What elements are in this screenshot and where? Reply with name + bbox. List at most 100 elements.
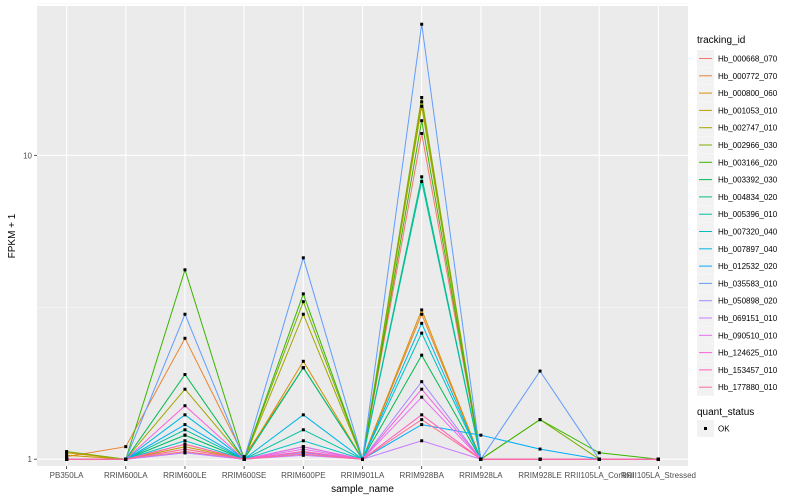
data-point xyxy=(183,439,187,443)
data-point xyxy=(183,413,187,417)
legend-label: Hb_007320_040 xyxy=(718,228,778,237)
x-tick-label: RRIM600SE xyxy=(222,471,266,480)
data-point xyxy=(301,445,305,449)
data-point xyxy=(301,312,305,316)
data-point xyxy=(183,404,187,408)
x-tick-label: RRIM600PE xyxy=(281,471,325,480)
legend-label: Hb_000668_070 xyxy=(718,55,778,64)
data-point xyxy=(420,100,424,104)
data-point xyxy=(183,373,187,377)
data-point xyxy=(301,413,305,417)
data-point xyxy=(597,457,601,461)
legend-label: Hb_007897_040 xyxy=(718,245,778,254)
legend-label: Hb_003392_030 xyxy=(718,176,778,185)
data-point xyxy=(65,453,69,457)
data-point xyxy=(301,366,305,370)
data-point xyxy=(242,457,246,461)
data-point xyxy=(183,445,187,449)
data-point xyxy=(301,450,305,454)
x-axis: PB350LA RRIM600LA RRIM600LE RRIM600SE RRIM60… xyxy=(50,466,696,480)
x-tick-label: RRIM928LE xyxy=(518,471,562,480)
data-point xyxy=(124,445,128,449)
data-point xyxy=(183,268,187,272)
data-point xyxy=(420,353,424,357)
legend-label: Hb_035583_010 xyxy=(718,279,778,288)
legend-label: Hb_000800_060 xyxy=(718,89,778,98)
data-point xyxy=(301,439,305,443)
legend-label: Hb_124625_010 xyxy=(718,349,778,358)
data-point xyxy=(183,336,187,340)
data-point xyxy=(183,442,187,446)
data-point xyxy=(420,104,424,108)
legend-quant-status-title: quant_status xyxy=(697,407,754,418)
y-tick-label: 1 xyxy=(28,455,33,464)
data-point xyxy=(420,439,424,443)
x-tick-label: RRIM928LA xyxy=(459,471,503,480)
x-axis-title: sample_name xyxy=(331,484,394,495)
legend-quant-status: quant_status OK xyxy=(697,407,754,437)
data-point xyxy=(479,433,483,437)
data-point xyxy=(301,300,305,304)
data-point xyxy=(420,331,424,335)
data-point xyxy=(420,387,424,391)
legend-label: Hb_002747_010 xyxy=(718,124,778,133)
data-point xyxy=(656,457,660,461)
legend-label: Hb_004834_020 xyxy=(718,193,778,202)
data-point xyxy=(301,447,305,451)
legend-label: Hb_002966_030 xyxy=(718,141,778,150)
data-point xyxy=(538,369,542,373)
data-point xyxy=(420,321,424,325)
data-point xyxy=(538,457,542,461)
legend-title: tracking_id xyxy=(697,35,745,46)
data-point xyxy=(479,457,483,461)
data-point xyxy=(361,457,364,461)
data-point xyxy=(420,395,424,399)
legend-label: Hb_050898_020 xyxy=(718,297,778,306)
data-point xyxy=(420,22,424,26)
x-tick-label: RRII105LA_Control xyxy=(565,471,635,480)
x-tick-label: RRIM600LE xyxy=(163,471,207,480)
data-point xyxy=(65,457,69,461)
data-point xyxy=(420,423,424,427)
shape-legend-label: OK xyxy=(718,425,730,434)
data-point xyxy=(65,450,69,454)
data-point xyxy=(420,119,424,123)
data-point xyxy=(183,387,187,391)
legend-label: Hb_090510_010 xyxy=(718,331,778,340)
y-tick-label: 10 xyxy=(23,151,32,160)
legend-label: Hb_003166_020 xyxy=(718,158,778,167)
legend-label: Hb_005396_010 xyxy=(718,210,778,219)
legend-tracking-id: tracking_id Hb_000668_070 Hb_000772_070 Hb… xyxy=(697,35,778,396)
data-point xyxy=(242,455,246,459)
legend-label: Hb_069151_010 xyxy=(718,314,778,323)
series-points xyxy=(65,22,660,461)
data-point xyxy=(301,359,305,363)
x-tick-label: RRIM600LA xyxy=(104,471,148,480)
y-axis-title: FPKM + 1 xyxy=(7,213,18,258)
x-tick-label: PB350LA xyxy=(50,471,84,480)
data-point xyxy=(183,423,187,427)
x-tick-label: RRIM901LA xyxy=(341,471,385,480)
data-point xyxy=(301,452,305,456)
data-point xyxy=(538,418,542,422)
shape-legend-point xyxy=(704,427,707,430)
data-point xyxy=(183,451,187,455)
y-axis: 1 10 xyxy=(23,151,37,464)
data-point xyxy=(124,457,128,461)
data-point xyxy=(420,180,424,184)
data-point xyxy=(420,418,424,422)
data-point xyxy=(301,256,305,260)
data-point xyxy=(597,451,601,455)
data-point xyxy=(420,312,424,316)
data-point xyxy=(420,413,424,417)
x-tick-label: RRII105LA_Stressed xyxy=(621,471,696,480)
legend-label: Hb_177880_010 xyxy=(718,383,778,392)
data-point xyxy=(420,380,424,384)
x-tick-label: RRIM928BA xyxy=(399,471,444,480)
legend-label: Hb_153457_010 xyxy=(718,366,778,375)
data-point xyxy=(183,428,187,432)
legend-label: Hb_012532_020 xyxy=(718,262,778,271)
data-point xyxy=(538,447,542,451)
data-point xyxy=(183,433,187,437)
